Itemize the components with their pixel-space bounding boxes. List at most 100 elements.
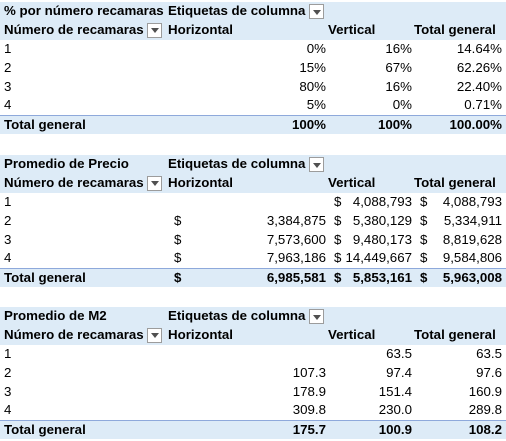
- cell-vertical[interactable]: 0%: [392, 97, 412, 113]
- column-filter-dropdown-icon[interactable]: [309, 4, 324, 19]
- row-key[interactable]: 4: [4, 250, 12, 266]
- col-header-vertical[interactable]: Vertical: [328, 21, 376, 37]
- col-header-total[interactable]: Total general: [414, 174, 496, 190]
- cell-horizontal[interactable]: [168, 345, 326, 364]
- currency-sign: $: [420, 212, 428, 228]
- cell-total[interactable]: 22.40%: [456, 78, 502, 94]
- cell-vertical[interactable]: 97.4: [386, 364, 412, 380]
- cell-total[interactable]: 63.5: [476, 345, 502, 361]
- total-horizontal[interactable]: 175.7: [292, 422, 326, 438]
- cell-vertical[interactable]: 67%: [385, 59, 412, 75]
- total-total[interactable]: 108.2: [468, 422, 502, 438]
- col-header-total[interactable]: Total general: [414, 326, 496, 342]
- pivot-value-title[interactable]: Promedio de Precio: [4, 156, 129, 171]
- column-labels-header[interactable]: Etiquetas de columna: [168, 155, 326, 174]
- col-header-horizontal[interactable]: Horizontal: [168, 326, 234, 342]
- column-labels-header[interactable]: Etiquetas de columna: [168, 307, 326, 326]
- table-row: 3 80% 16% 22.40%: [0, 78, 506, 97]
- cell-vertical[interactable]: 151.4: [378, 383, 412, 399]
- cell-horizontal[interactable]: 309.8: [292, 402, 326, 418]
- row-labels-text: Número de recamaras: [4, 326, 144, 342]
- cell-value: 14,449,667: [345, 250, 412, 266]
- total-vertical[interactable]: 100%: [377, 117, 412, 133]
- table-row: 3 178.9 151.4 160.9: [0, 383, 506, 402]
- total-label[interactable]: Total general: [4, 117, 86, 133]
- cell-horizontal[interactable]: $ 7,963,186: [168, 249, 326, 268]
- cell-horizontal[interactable]: $ 3,384,875: [168, 212, 326, 231]
- row-key[interactable]: 1: [4, 345, 12, 361]
- cell-vertical[interactable]: 16%: [385, 40, 412, 56]
- cell-vertical[interactable]: 230.0: [378, 402, 412, 418]
- cell-vertical[interactable]: 63.5: [386, 345, 412, 361]
- row-key[interactable]: 1: [4, 193, 12, 209]
- cell-total[interactable]: 97.6: [476, 364, 502, 380]
- pivot-subheader-row: Número de recamaras Horizontal Vertical …: [0, 20, 506, 40]
- col-header-total[interactable]: Total general: [414, 21, 496, 37]
- row-key[interactable]: 2: [4, 212, 12, 228]
- cell-total[interactable]: 160.9: [468, 383, 502, 399]
- total-horizontal[interactable]: $ 6,985,581: [168, 269, 326, 288]
- row-key[interactable]: 2: [4, 364, 12, 380]
- total-vertical[interactable]: 100.9: [378, 422, 412, 438]
- row-key[interactable]: 3: [4, 231, 12, 247]
- cell-total[interactable]: 14.64%: [456, 40, 502, 56]
- col-header-horizontal[interactable]: Horizontal: [168, 21, 234, 37]
- col-header-vertical[interactable]: Vertical: [328, 174, 376, 190]
- cell-total[interactable]: $ 5,334,911: [414, 212, 502, 231]
- table-row: 4 $ 7,963,186 $ 14,449,667 $ 9,584,806: [0, 249, 506, 268]
- row-filter-dropdown-icon[interactable]: [147, 175, 162, 191]
- column-labels-header[interactable]: Etiquetas de columna: [168, 2, 326, 21]
- row-filter-dropdown-icon[interactable]: [147, 22, 162, 38]
- row-filter-dropdown-icon[interactable]: [147, 327, 162, 343]
- cell-horizontal[interactable]: 178.9: [292, 383, 326, 399]
- cell-value: 5,963,008: [442, 270, 502, 286]
- table-row: 3 $ 7,573,600 $ 9,480,173 $ 8,819,628: [0, 231, 506, 250]
- cell-horizontal[interactable]: 80%: [299, 78, 326, 94]
- pivot-value-title[interactable]: % por número recamaras: [4, 3, 164, 18]
- table-row: 1 $ 4,088,793 $ 4,088,793: [0, 193, 506, 212]
- column-filter-dropdown-icon[interactable]: [309, 309, 324, 324]
- row-key[interactable]: 1: [4, 40, 12, 56]
- cell-horizontal[interactable]: [168, 193, 326, 212]
- cell-horizontal[interactable]: 15%: [299, 59, 326, 75]
- row-key[interactable]: 4: [4, 97, 12, 113]
- row-key[interactable]: 4: [4, 402, 12, 418]
- col-header-horizontal[interactable]: Horizontal: [168, 174, 234, 190]
- cell-total[interactable]: $ 4,088,793: [414, 193, 502, 212]
- total-vertical[interactable]: $ 5,853,161: [328, 269, 412, 288]
- cell-vertical[interactable]: $ 9,480,173: [328, 231, 412, 250]
- column-filter-dropdown-icon[interactable]: [309, 157, 324, 172]
- pivot-table-price: Promedio de Precio Etiquetas de columna …: [0, 155, 506, 288]
- table-row: 4 5% 0% 0.71%: [0, 96, 506, 115]
- pivot-subheader-row: Número de recamaras Horizontal Vertical …: [0, 173, 506, 193]
- row-labels-header[interactable]: Número de recamaras: [4, 21, 164, 40]
- total-label[interactable]: Total general: [4, 422, 86, 438]
- cell-vertical[interactable]: 16%: [385, 78, 412, 94]
- pivot-value-title[interactable]: Promedio de M2: [4, 308, 107, 323]
- cell-total[interactable]: 289.8: [468, 402, 502, 418]
- pivot-header-row: Promedio de M2 Etiquetas de columna: [0, 307, 506, 326]
- cell-vertical[interactable]: $ 4,088,793: [328, 193, 412, 212]
- currency-sign: $: [420, 193, 428, 209]
- cell-total[interactable]: 0.71%: [464, 97, 502, 113]
- total-label[interactable]: Total general: [4, 270, 86, 286]
- row-labels-header[interactable]: Número de recamaras: [4, 326, 164, 345]
- row-labels-text: Número de recamaras: [4, 21, 144, 37]
- cell-vertical[interactable]: $ 5,380,129: [328, 212, 412, 231]
- cell-vertical[interactable]: $ 14,449,667: [328, 249, 412, 268]
- cell-total[interactable]: 62.26%: [456, 59, 502, 75]
- cell-horizontal[interactable]: 5%: [306, 97, 326, 113]
- cell-total[interactable]: $ 8,819,628: [414, 231, 502, 250]
- row-key[interactable]: 2: [4, 59, 12, 75]
- cell-total[interactable]: $ 9,584,806: [414, 249, 502, 268]
- row-labels-header[interactable]: Número de recamaras: [4, 174, 164, 193]
- cell-horizontal[interactable]: 0%: [306, 40, 326, 56]
- total-total[interactable]: 100.00%: [449, 117, 503, 133]
- cell-horizontal[interactable]: $ 7,573,600: [168, 231, 326, 250]
- total-horizontal[interactable]: 100%: [291, 117, 326, 133]
- row-key[interactable]: 3: [4, 383, 12, 399]
- cell-horizontal[interactable]: 107.3: [292, 364, 326, 380]
- col-header-vertical[interactable]: Vertical: [328, 326, 376, 342]
- row-key[interactable]: 3: [4, 78, 12, 94]
- total-total[interactable]: $ 5,963,008: [414, 269, 502, 288]
